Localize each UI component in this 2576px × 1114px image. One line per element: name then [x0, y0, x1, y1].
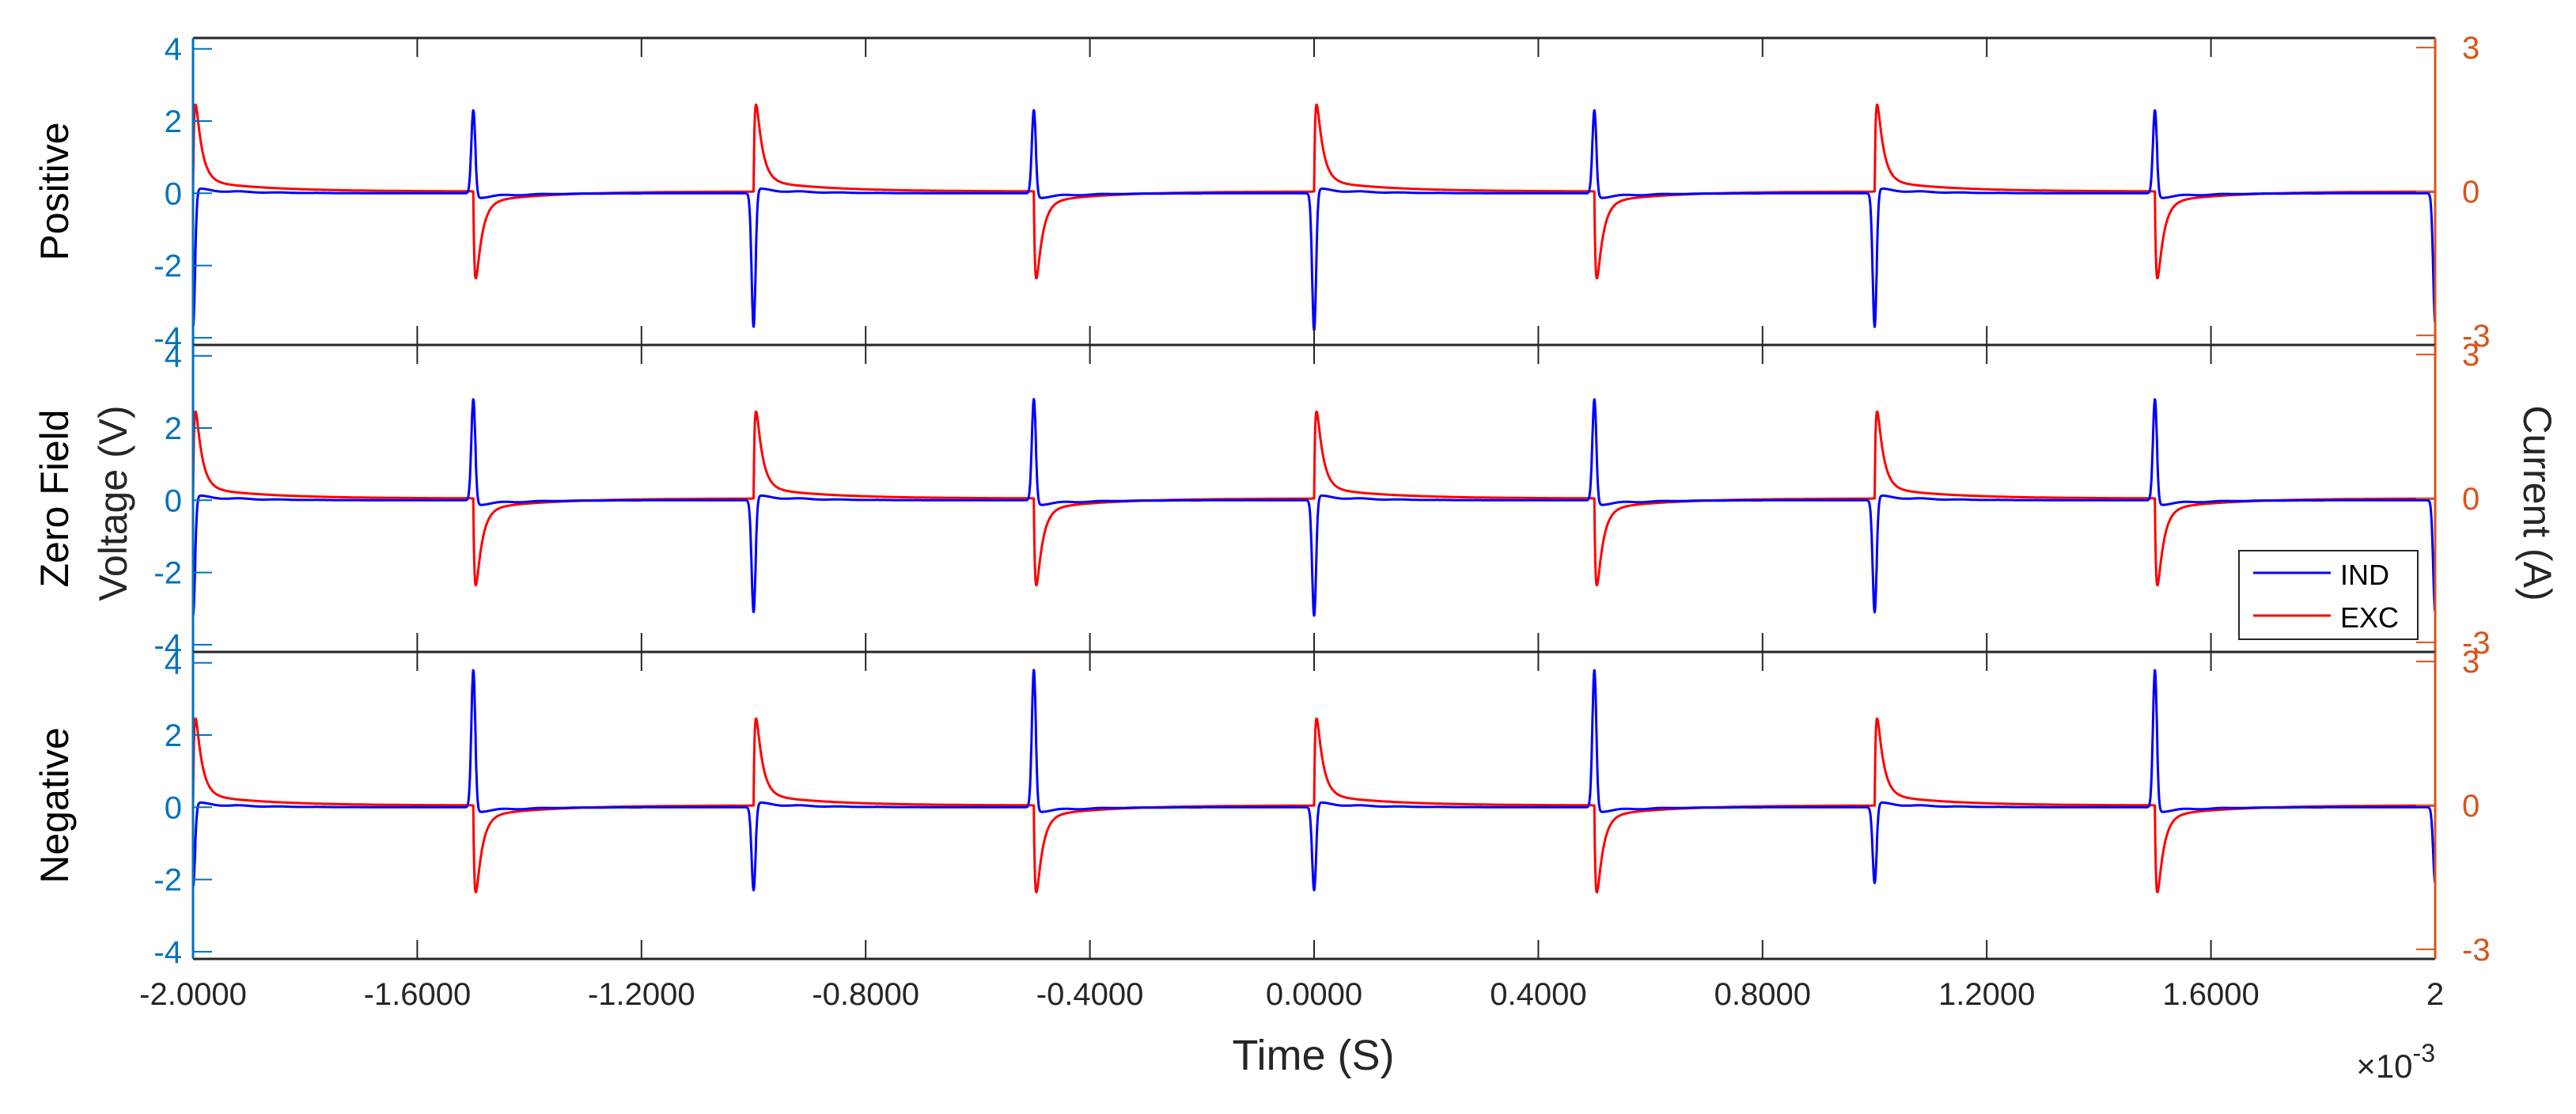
- y-right-tick-label: -3: [2462, 933, 2491, 968]
- y-left-tick-label: 0: [165, 176, 182, 211]
- y-left-tick-label: 0: [165, 483, 182, 518]
- y-right-tick-label: -3: [2462, 626, 2491, 661]
- x-tick-label: 0.0000: [1266, 977, 1362, 1012]
- x-tick-label: 1.6000: [2162, 977, 2259, 1012]
- x-tick-label: -0.8000: [812, 977, 919, 1012]
- y-right-tick-label: 3: [2462, 338, 2479, 373]
- y-left-tick-label: 0: [165, 790, 182, 825]
- y-right-tick-label: -3: [2462, 319, 2491, 354]
- axes-layer: -2.0000 -1.6000 -1.2000 -0.8000 -0.4000 0.000…: [139, 977, 2444, 1012]
- y-left-tick-label: 2: [165, 104, 182, 139]
- x-tick-label: -1.2000: [588, 977, 695, 1012]
- y-right-axis-label: Current (A): [2515, 405, 2559, 601]
- series-group: [193, 669, 2435, 894]
- y-right-tick-label: 3: [2462, 31, 2479, 66]
- y-left-tick-label: 4: [165, 646, 182, 681]
- series-group: [193, 398, 2435, 617]
- y-left-tick-label: 4: [165, 32, 182, 67]
- y-left-tick-label: -2: [153, 863, 182, 898]
- y-left-tick-label: -2: [153, 249, 182, 284]
- ind-line: [193, 398, 2435, 617]
- y-right-tick-label: 0: [2462, 175, 2479, 210]
- y-left-tick-label: -2: [153, 556, 182, 591]
- x-tick-label: -1.6000: [364, 977, 472, 1012]
- x-tick-label: 0.8000: [1714, 977, 1811, 1012]
- y-left-tick-label: 2: [165, 718, 182, 753]
- x-axis-label: Time (S): [1233, 1032, 1395, 1079]
- y-left-tick-label: 4: [165, 339, 182, 374]
- x-exponent-base: ×10: [2356, 1048, 2412, 1085]
- panel-label: Negative: [32, 727, 77, 883]
- y-right-tick-label: 3: [2462, 645, 2479, 680]
- x-tick-label: 0.4000: [1490, 977, 1586, 1012]
- x-tick-label: -0.4000: [1036, 977, 1144, 1012]
- y-right-tick-label: 0: [2462, 482, 2479, 517]
- panel-negative: -4 -2 0 2 4 -3 0 3 Negative: [32, 645, 2491, 970]
- ind-line: [193, 669, 2435, 892]
- legend[interactable]: IND EXC: [2238, 550, 2419, 640]
- x-tick-label: 1.2000: [1938, 977, 2035, 1012]
- y-left-tick-label: -4: [153, 628, 182, 663]
- x-exponent-power: -3: [2413, 1039, 2435, 1067]
- y-left-tick-label: -4: [153, 321, 182, 356]
- panel-label: Zero Field: [32, 409, 77, 587]
- x-tick-label: -2.0000: [139, 977, 247, 1012]
- x-exponent-label: ×10-3: [2356, 1039, 2435, 1085]
- panel-label: Positive: [32, 122, 77, 260]
- x-tick-label: 2: [2426, 977, 2444, 1012]
- y-left-axis-label: Voltage (V): [91, 405, 135, 601]
- legend-box: [2238, 550, 2419, 640]
- y-right-tick-label: 0: [2462, 789, 2479, 824]
- legend-exc-label: EXC: [2340, 601, 2399, 634]
- plot-layer: -4 -2 0 2 4 -3 0 3 Positive -4 -2 0 2 4 -3 0 3 Zero Field…: [32, 31, 2491, 970]
- legend-ind-label: IND: [2340, 559, 2389, 591]
- y-left-tick-label: 2: [165, 411, 182, 446]
- y-left-tick-label: -4: [153, 935, 182, 970]
